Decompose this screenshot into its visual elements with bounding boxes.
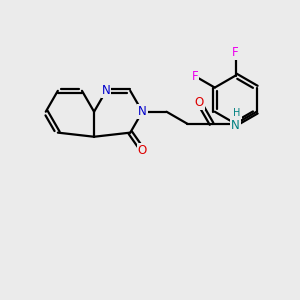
- Text: O: O: [195, 96, 204, 110]
- Text: F: F: [192, 70, 198, 83]
- Text: H: H: [233, 109, 241, 118]
- Text: N: N: [138, 105, 147, 118]
- Text: N: N: [231, 119, 240, 132]
- Text: N: N: [102, 84, 110, 97]
- Text: F: F: [232, 46, 239, 59]
- Text: O: O: [138, 143, 147, 157]
